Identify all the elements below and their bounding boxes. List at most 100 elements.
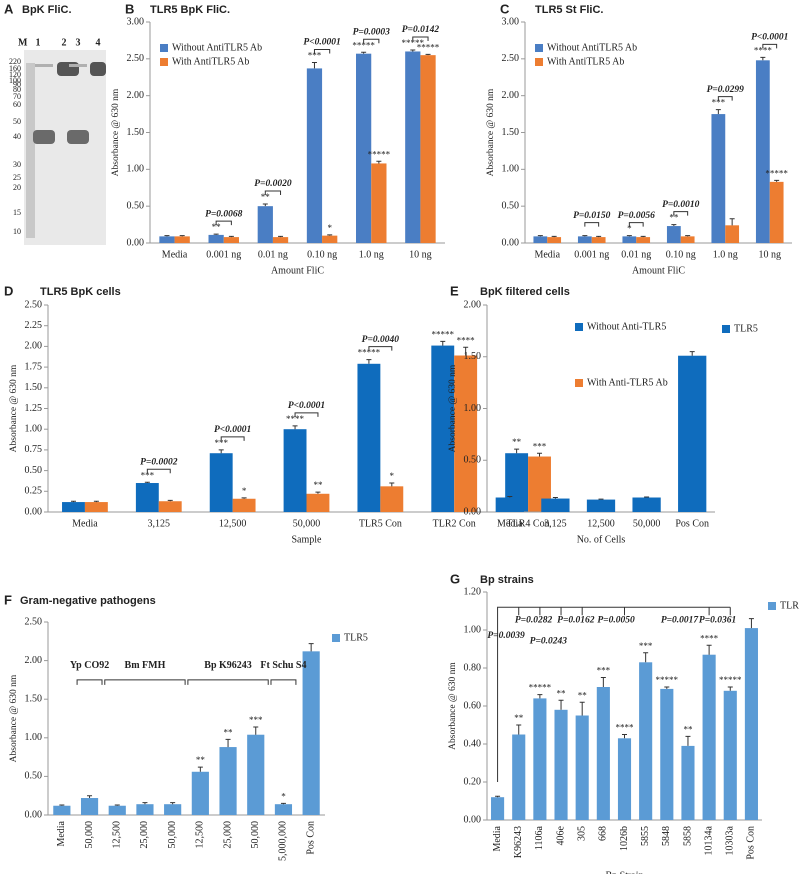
error-bar	[70, 500, 76, 503]
error-bar	[410, 49, 416, 52]
legend-label: Without AntiTLR5 Ab	[547, 42, 637, 53]
error-bar	[507, 495, 513, 498]
bracket	[363, 38, 380, 44]
group-label: Bm FMH	[125, 660, 166, 671]
y-tick-label: 2.50	[25, 299, 43, 310]
band	[90, 62, 106, 76]
x-tick-label: 25,000	[222, 821, 233, 849]
x-tick-label: Pos Con	[746, 826, 757, 860]
error-bar	[213, 233, 219, 235]
bar	[681, 745, 695, 820]
x-tick-label: 3,125	[544, 518, 567, 529]
error-bar	[440, 340, 446, 346]
legend-label: TLR5	[344, 632, 368, 643]
band	[69, 64, 87, 67]
ladder-lane	[26, 63, 35, 238]
error-bar	[558, 699, 564, 710]
error-bar	[729, 218, 735, 226]
x-tick-label: 406e	[555, 825, 566, 845]
bar	[232, 498, 256, 512]
bar	[636, 237, 651, 243]
chart-title: Bp strains	[480, 574, 534, 586]
y-tick-label: 0.00	[25, 809, 43, 820]
group-label: Bp K96243	[204, 660, 252, 671]
x-tick-label: 5,000,000	[278, 821, 289, 861]
p-value: P=0.0017	[661, 616, 700, 626]
bar	[420, 55, 436, 244]
bracket	[146, 468, 171, 474]
error-bar	[622, 734, 627, 739]
p-value: P=0.0040	[362, 335, 400, 345]
bracket	[215, 220, 232, 226]
significance-stars: **	[512, 437, 522, 447]
bar	[53, 805, 71, 815]
legend-swatch	[160, 58, 168, 66]
x-tick-label: 1106a	[534, 825, 545, 850]
error-bar	[167, 499, 173, 502]
significance-stars: *****	[656, 675, 679, 685]
panel-label: D	[4, 283, 13, 298]
x-axis-label: No. of Cells	[577, 534, 626, 545]
ladder-label: 100	[9, 76, 21, 85]
error-bar	[689, 351, 695, 356]
p-value: P=0.0243	[530, 637, 568, 647]
p-value: P=0.0010	[662, 200, 700, 210]
bar	[495, 497, 524, 512]
error-bar	[644, 496, 650, 498]
x-axis-label: Amount FliC	[632, 265, 685, 276]
significance-stars: ***	[214, 438, 228, 448]
error-bar	[389, 482, 395, 487]
bar	[575, 715, 589, 820]
p-value: P=0.0056	[618, 211, 656, 221]
error-bar	[685, 735, 691, 746]
error-bar	[425, 53, 431, 56]
legend-label: Without AntiTLR5 Ab	[172, 42, 262, 53]
bar	[547, 237, 562, 243]
bar	[577, 236, 592, 243]
gel-title: BpK FliC.	[22, 4, 72, 16]
band	[67, 130, 89, 144]
y-tick-label: 1.50	[25, 693, 43, 704]
x-tick-label: 50,000	[633, 518, 661, 529]
bar	[755, 60, 770, 243]
error-bar	[537, 235, 543, 237]
bar	[769, 181, 784, 243]
y-axis-label: Absorbance @ 630 nm	[486, 88, 496, 176]
chart-panel: G Bp strains 0.00 0.20 0.40 0.60 0.80 1.00 1.20 A…	[448, 571, 799, 874]
bar	[405, 51, 421, 243]
significance-stars: ***	[639, 641, 653, 651]
bracket	[673, 211, 689, 216]
x-tick-label: 0.01 ng	[258, 249, 288, 260]
x-tick-label: 12,500	[587, 518, 615, 529]
band	[33, 130, 55, 144]
significance-stars: ***	[597, 666, 611, 676]
p-value: P=0.0039	[487, 631, 525, 641]
significance-stars: ***	[712, 98, 726, 108]
significance-stars: **	[224, 727, 234, 737]
error-bar	[142, 802, 148, 805]
lane-label: 1	[36, 37, 41, 48]
bar	[357, 363, 381, 512]
error-bar	[760, 56, 766, 61]
x-tick-label: 10 ng	[409, 249, 432, 260]
group-label: Yp CO92	[70, 660, 109, 671]
x-tick-label: 1.0 ng	[359, 249, 384, 260]
x-tick-label: 10303a	[725, 825, 736, 855]
error-bar	[514, 448, 520, 454]
x-tick-label: 12,500	[112, 821, 123, 849]
ladder-label: 120	[9, 70, 21, 79]
x-tick-label: 12,500	[219, 518, 247, 529]
p-value: P<0.0001	[214, 425, 251, 435]
significance-stars: ****	[616, 723, 635, 733]
bar	[617, 738, 632, 820]
significance-stars: **	[313, 480, 323, 490]
significance-stars: ***	[533, 441, 547, 451]
p-value: P=0.0002	[140, 457, 178, 467]
error-bar	[715, 109, 721, 115]
x-tick-label: 5855	[640, 826, 651, 846]
legend-swatch	[160, 44, 168, 52]
error-bar	[643, 652, 649, 663]
y-tick-label: 2.50	[127, 53, 145, 64]
error-bar	[218, 449, 224, 454]
